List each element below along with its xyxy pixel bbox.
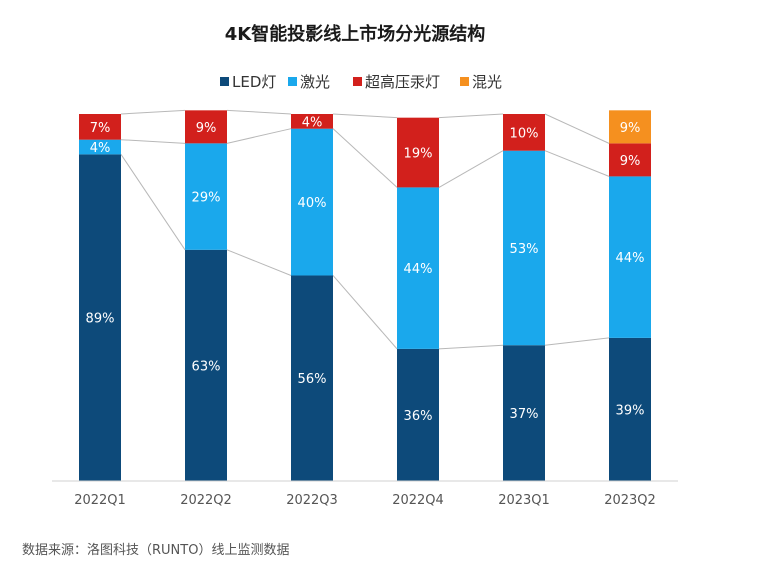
bar-超高压汞灯-2022Q4	[397, 117, 439, 188]
series-connector-lines	[120, 109, 610, 350]
data-label-超高压汞灯-2022Q3: 4%	[302, 115, 323, 130]
legend-swatch-0	[220, 77, 229, 86]
bar-激光-2022Q3	[291, 128, 333, 276]
x-tick-2022Q1: 2022Q1	[74, 493, 126, 508]
data-label-混光-2023Q2: 9%	[620, 121, 641, 136]
bars: 89% 4% 7% 63% 29% 9% 56% 40% 4% 36% 44% 19% 37% 53% 10…	[79, 110, 651, 481]
data-label-激光-2023Q1: 53%	[510, 242, 539, 257]
connector-LED灯-2	[332, 275, 398, 350]
data-label-激光-2023Q2: 44%	[616, 251, 645, 266]
connector-LED灯-4	[544, 337, 610, 346]
x-tick-2022Q3: 2022Q3	[286, 493, 338, 508]
legend-label-1: 激光	[300, 73, 330, 91]
chart-title: 4K智能投影线上市场分光源结构	[225, 23, 485, 45]
source-note: 数据来源：洛图科技（RUNTO）线上监测数据	[22, 543, 289, 558]
data-label-LED灯-2022Q4: 36%	[404, 409, 433, 424]
x-tick-2023Q2: 2023Q2	[604, 493, 656, 508]
legend-swatch-3	[460, 77, 469, 86]
bar-激光-2022Q1	[79, 139, 121, 155]
data-label-LED灯-2023Q2: 39%	[616, 403, 645, 418]
bar-超高压汞灯-2022Q2	[185, 110, 227, 144]
legend-label-0: LED灯	[232, 73, 276, 91]
x-tick-labels: 2022Q1 2022Q2 2022Q3 2022Q4 2023Q1 2023Q2	[74, 493, 656, 508]
legend-swatch-2	[353, 77, 362, 86]
connector-LED灯-3	[438, 344, 504, 350]
bar-LED灯-2022Q4	[397, 348, 439, 481]
bar-超高压汞灯-2022Q1	[79, 114, 121, 140]
data-label-超高压汞灯-2022Q1: 7%	[90, 121, 111, 136]
data-label-激光-2022Q3: 40%	[298, 196, 327, 211]
data-label-超高压汞灯-2023Q2: 9%	[620, 154, 641, 169]
data-label-激光-2022Q2: 29%	[192, 191, 221, 206]
legend-label-3: 混光	[472, 73, 502, 91]
connector-超高压汞灯-0	[120, 109, 186, 115]
bar-LED灯-2023Q1	[503, 345, 545, 481]
bar-LED灯-2022Q1	[79, 154, 121, 481]
bar-LED灯-2022Q3	[291, 275, 333, 481]
bar-超高压汞灯-2023Q1	[503, 114, 545, 151]
bar-激光-2023Q2	[609, 176, 651, 338]
connector-超高压汞灯-3	[438, 113, 504, 119]
bar-超高压汞灯-2022Q3	[291, 114, 333, 129]
data-label-激光-2022Q1: 4%	[90, 141, 111, 156]
data-label-超高压汞灯-2022Q4: 19%	[404, 147, 433, 162]
connector-激光-4	[544, 150, 610, 177]
bar-LED灯-2022Q2	[185, 249, 227, 481]
bar-LED灯-2023Q2	[609, 337, 651, 481]
data-label-超高压汞灯-2022Q2: 9%	[196, 121, 217, 136]
legend: LED灯 激光 超高压汞灯 混光	[220, 73, 502, 91]
x-tick-2023Q1: 2023Q1	[498, 493, 550, 508]
connector-激光-3	[438, 150, 504, 188]
data-label-超高压汞灯-2023Q1: 10%	[510, 126, 539, 141]
legend-label-2: 超高压汞灯	[365, 73, 440, 91]
connector-LED灯-0	[120, 154, 186, 251]
data-label-LED灯-2022Q3: 56%	[298, 372, 327, 387]
x-tick-2022Q4: 2022Q4	[392, 493, 444, 508]
connector-超高压汞灯-4	[544, 113, 610, 144]
bar-激光-2022Q4	[397, 187, 439, 349]
connector-激光-0	[120, 139, 186, 144]
connector-激光-2	[332, 128, 398, 188]
connector-超高压汞灯-1	[226, 109, 292, 115]
connector-LED灯-1	[226, 249, 292, 276]
data-label-LED灯-2022Q1: 89%	[86, 312, 115, 327]
connector-超高压汞灯-2	[332, 113, 398, 119]
data-label-LED灯-2022Q2: 63%	[192, 359, 221, 374]
bar-超高压汞灯-2023Q2	[609, 143, 651, 177]
bar-激光-2022Q2	[185, 143, 227, 250]
connector-激光-1	[226, 128, 292, 144]
x-tick-2022Q2: 2022Q2	[180, 493, 232, 508]
legend-swatch-1	[288, 77, 297, 86]
bar-混光-2023Q2	[609, 110, 651, 144]
data-label-LED灯-2023Q1: 37%	[510, 407, 539, 422]
data-label-激光-2022Q4: 44%	[404, 262, 433, 277]
bar-激光-2023Q1	[503, 150, 545, 346]
